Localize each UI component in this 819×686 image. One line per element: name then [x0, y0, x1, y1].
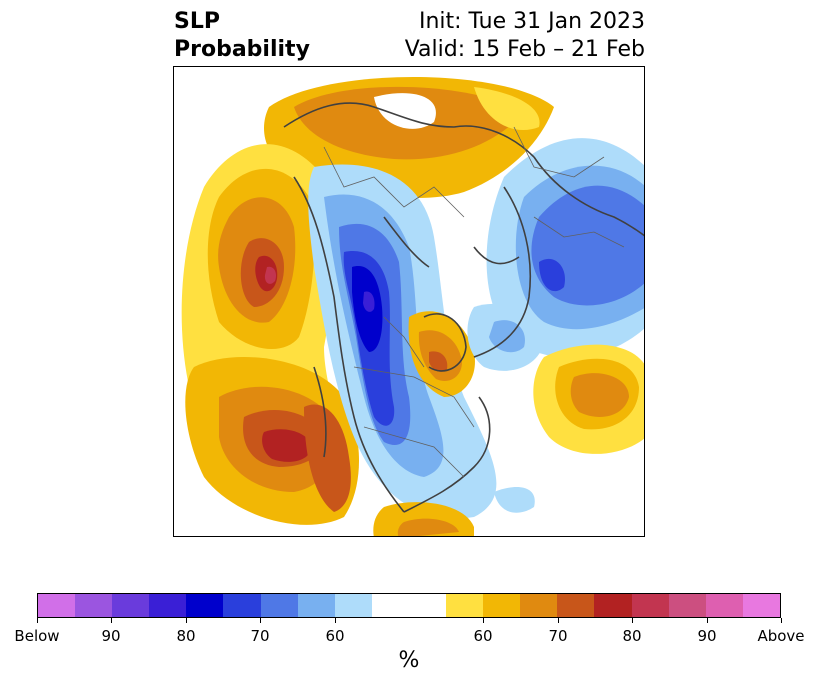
colorbar-segment [446, 594, 484, 617]
colorbar-tick-mark [335, 618, 336, 623]
colorbar-tick-label: Below [14, 627, 60, 645]
colorbar-segment [483, 594, 521, 617]
colorbar-tick-mark [37, 618, 38, 623]
colorbar-tick-label: 90 [101, 627, 121, 645]
colorbar-tick-label: 70 [548, 627, 568, 645]
borders [323, 126, 625, 478]
map-panel [173, 66, 645, 537]
title-line-1: SLP [174, 9, 220, 34]
colorbar-tick-mark [483, 618, 484, 623]
valid-range: Valid: 15 Feb – 21 Feb [404, 37, 645, 62]
colorbar-segment [408, 594, 447, 617]
colorbar-segment [742, 594, 780, 617]
colorbar-tick-mark [260, 618, 261, 623]
colorbar [37, 593, 781, 618]
colorbar-tick-mark [558, 618, 559, 623]
colorbar-segment [594, 594, 632, 617]
colorbar-segment [260, 594, 298, 617]
colorbar-tick-mark [186, 618, 187, 623]
title-line-2: Probability [174, 37, 310, 62]
colorbar-segment [520, 594, 558, 617]
colorbar-segment [38, 594, 76, 617]
colorbar-tick-mark [781, 618, 782, 623]
colorbar-tick-label: 80 [176, 627, 196, 645]
colorbar-segment [112, 594, 150, 617]
date-info: Init: Tue 31 Jan 2023 Valid: 15 Feb – 21… [405, 8, 645, 64]
colorbar-segment [334, 594, 372, 617]
colorbar-segment [75, 594, 113, 617]
colorbar-segment [705, 594, 743, 617]
colorbar-segment [371, 594, 409, 617]
colorbar-tick-label: 60 [325, 627, 345, 645]
colorbar-segment [557, 594, 595, 617]
coastlines [283, 102, 644, 513]
colorbar-tick-mark [707, 618, 708, 623]
probability-map [174, 67, 644, 536]
colorbar-segment [668, 594, 706, 617]
colorbar-tick-label: Above [757, 627, 805, 645]
colorbar-segment [223, 594, 261, 617]
colorbar-tick-label: 70 [250, 627, 270, 645]
colorbar-tick-mark [111, 618, 112, 623]
colorbar-tick-label: 60 [473, 627, 493, 645]
colorbar-segment [631, 594, 669, 617]
colorbar-segment [297, 594, 335, 617]
colorbar-segment [186, 594, 224, 617]
init-date: Init: Tue 31 Jan 2023 [418, 9, 645, 34]
colorbar-tick-label: 80 [622, 627, 642, 645]
colorbar-tick-label: 90 [697, 627, 717, 645]
colorbar-tick-mark [632, 618, 633, 623]
chart-title: SLP Probability [174, 8, 310, 64]
colorbar-segment [149, 594, 187, 617]
colorbar-unit-label: % [398, 648, 420, 673]
